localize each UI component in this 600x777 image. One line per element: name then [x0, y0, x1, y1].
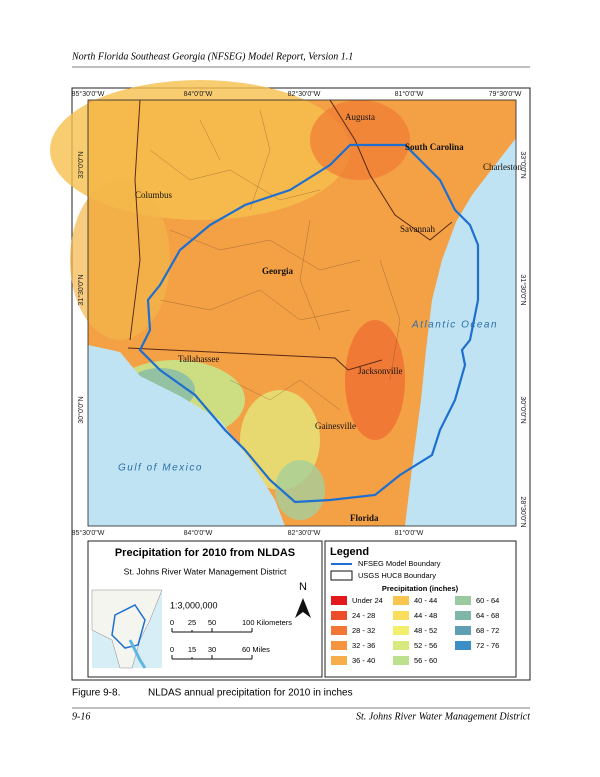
legend-class-label: 32 - 36	[352, 641, 375, 650]
north-label: N	[299, 581, 307, 593]
legend-class-label: 60 - 64	[476, 596, 499, 605]
longitude-label: 85°30'0"W	[72, 529, 105, 537]
scale-label: 100 Kilometers	[242, 618, 292, 627]
place-label: Florida	[350, 513, 379, 523]
legend-class-label: 40 - 44	[414, 596, 437, 605]
legend-swatch	[455, 641, 471, 650]
longitude-label: 84°0'0"W	[184, 90, 213, 98]
scale-bar	[171, 655, 253, 660]
state-border	[127, 99, 453, 371]
latitude-label: 31°30'0"N	[519, 274, 527, 305]
latitude-label: 30°0'0"N	[519, 396, 527, 423]
inset-land	[91, 589, 163, 669]
panel-title: Precipitation for 2010 from NLDAS	[115, 547, 295, 559]
legend-class-label: 28 - 32	[352, 626, 375, 635]
inset-district	[128, 639, 147, 669]
legend-class-label: 52 - 56	[414, 641, 437, 650]
huc8-boundary	[149, 109, 401, 411]
legend-class-label: 68 - 72	[476, 626, 499, 635]
longitude-label: 82°30'0"W	[288, 529, 321, 537]
legend-title: Legend	[330, 546, 369, 558]
legend-label: NFSEG Model Boundary	[358, 559, 441, 568]
place-label: South Carolina	[405, 142, 464, 152]
map	[50, 80, 517, 527]
caption-number: Figure 9-8.	[72, 688, 120, 699]
legend-class-label: 72 - 76	[476, 641, 499, 650]
scale-label: 50	[208, 618, 216, 627]
longitude-label: 85°30'0"W	[72, 90, 105, 98]
place-label: Charleston	[483, 162, 522, 172]
atlantic-water	[405, 138, 516, 526]
legend-swatch	[331, 626, 347, 635]
legend-class-label: 36 - 40	[352, 656, 375, 665]
latitude-label: 31°30'0"N	[77, 274, 85, 305]
scale-label: 15	[188, 645, 196, 654]
legend-class-label: 48 - 52	[414, 626, 437, 635]
legend-swatch	[393, 596, 409, 605]
land-zone	[345, 320, 405, 440]
nfseg-boundary	[138, 143, 480, 504]
legend-swatch	[455, 596, 471, 605]
latitude-label: 33°0'0"N	[519, 151, 527, 178]
caption-text: NLDAS annual precipitation for 2010 in i…	[148, 688, 353, 699]
scale-label: 30	[208, 645, 216, 654]
legend-class-label: 44 - 48	[414, 611, 437, 620]
latitude-label: 30°0'0"N	[77, 396, 85, 423]
place-label: Georgia	[262, 266, 293, 276]
north-arrow	[295, 598, 311, 618]
place-label: Augusta	[345, 112, 375, 122]
legend-swatch	[393, 626, 409, 635]
legend-swatch	[331, 656, 347, 665]
legend-class-label: Under 24	[352, 596, 383, 605]
legend-box	[330, 570, 353, 581]
longitude-label: 82°30'0"W	[288, 90, 321, 98]
longitude-label: 79°30'0"W	[489, 90, 522, 98]
longitude-label: 84°0'0"W	[184, 529, 213, 537]
scale-label: 60 Miles	[242, 645, 270, 654]
place-label: Columbus	[135, 190, 173, 200]
land-zone	[275, 460, 325, 520]
legend-swatch	[331, 611, 347, 620]
figure-frame	[71, 87, 531, 681]
gulf-water	[88, 345, 285, 526]
legend-subtitle: Precipitation (inches)	[382, 584, 459, 593]
latitude-label: 33°0'0"N	[77, 151, 85, 178]
inset-boundary	[111, 604, 146, 649]
inset-map	[91, 589, 163, 669]
panel-subtitle: St. Johns River Water Management Distric…	[124, 566, 287, 576]
water-label: Atlantic Ocean	[411, 320, 498, 331]
legend-swatch	[455, 611, 471, 620]
map-frame	[87, 99, 517, 527]
footer-org: St. Johns River Water Management Distric…	[356, 711, 530, 722]
place-label: Gainesville	[315, 421, 356, 431]
legend-swatch	[455, 626, 471, 635]
place-label: Jacksonville	[358, 366, 403, 376]
legend-class-label: 24 - 28	[352, 611, 375, 620]
legend-swatch	[393, 656, 409, 665]
legend-panel	[324, 540, 517, 678]
scale-label: 25	[188, 618, 196, 627]
land-zone	[70, 180, 170, 340]
scale-bar	[171, 628, 253, 633]
legend-swatch	[393, 611, 409, 620]
latitude-label: 28°30'0"N	[519, 496, 527, 527]
scale-label: 0	[170, 645, 174, 654]
legend-swatch	[393, 641, 409, 650]
legend-class-label: 56 - 60	[414, 656, 437, 665]
legend-swatch	[331, 641, 347, 650]
scale-ratio: 1:3,000,000	[170, 600, 218, 610]
header-title: North Florida Southeast Georgia (NFSEG) …	[71, 51, 353, 62]
footer-page: 9-16	[72, 711, 90, 722]
water-label: Gulf of Mexico	[118, 463, 203, 474]
legend-class-label: 64 - 68	[476, 611, 499, 620]
legend-swatch	[331, 596, 347, 605]
legend-label: USGS HUC8 Boundary	[358, 571, 436, 580]
legend-classes: Under 24 24 - 28 28 - 32 32 - 36 36 - 40 40 -…	[331, 596, 499, 665]
scale-label: 0	[170, 618, 174, 627]
longitude-label: 81°0'0"W	[395, 90, 424, 98]
place-label: Tallahassee	[178, 354, 219, 364]
place-label: Savannah	[400, 224, 435, 234]
longitude-label: 81°0'0"W	[395, 529, 424, 537]
